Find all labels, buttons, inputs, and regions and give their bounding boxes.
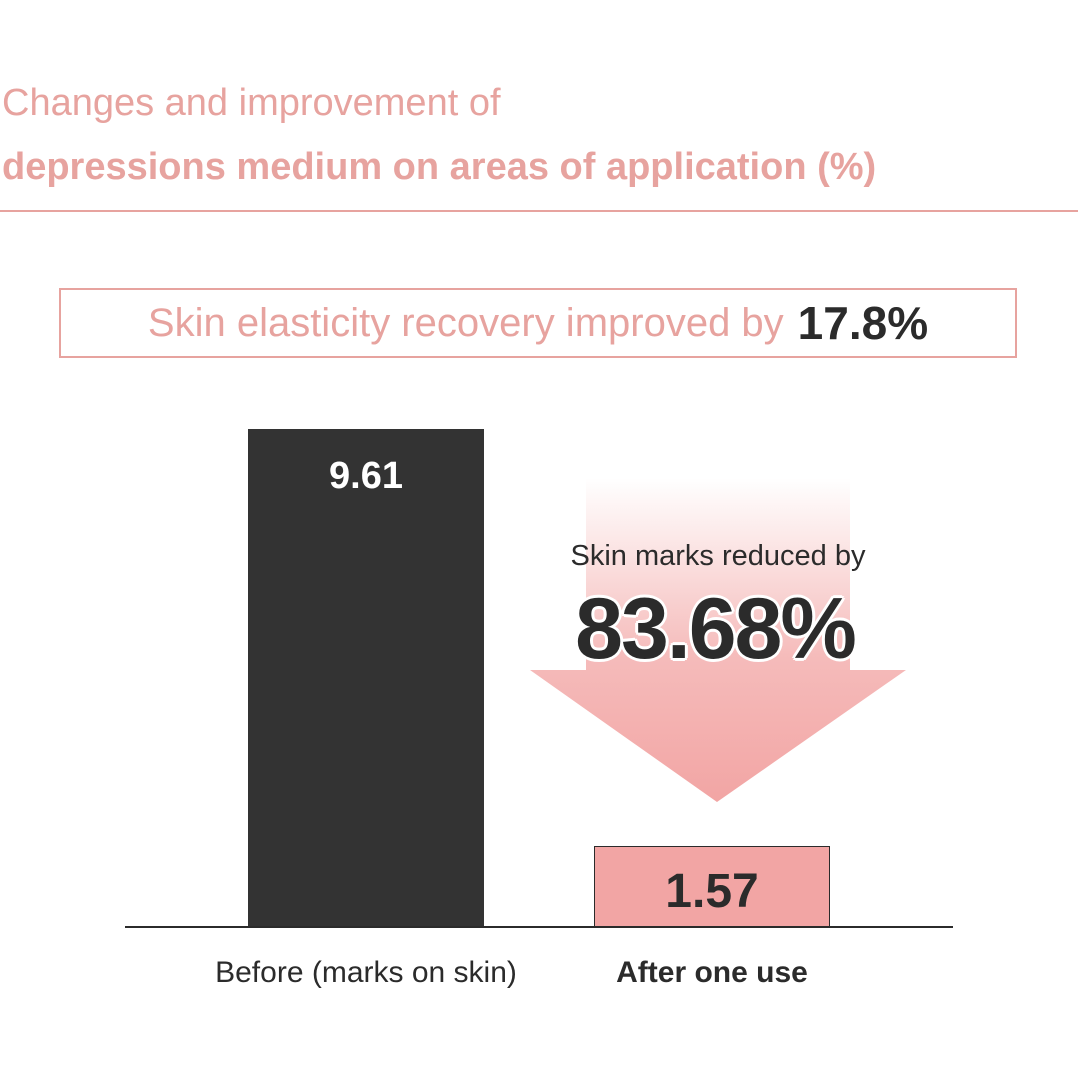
reduction-value: 83.68% <box>575 581 857 677</box>
reduction-label: Skin marks reduced by <box>570 540 866 572</box>
bar-before: 9.61 <box>248 429 484 927</box>
elasticity-callout-text: Skin elasticity recovery improved by <box>147 300 784 345</box>
elasticity-callout-value: 17.8% <box>797 297 929 349</box>
reduction-arrow <box>530 478 906 802</box>
title-divider <box>0 210 1078 212</box>
x-tick-label-1: After one use <box>616 956 808 989</box>
chart-title-line1: Changes and improvement of <box>2 82 501 124</box>
chart-baseline <box>125 926 953 928</box>
bar-after: 1.57 <box>594 846 830 927</box>
chart-title-line2: depressions medium on areas of applicati… <box>2 146 877 188</box>
data-label-1: 1.57 <box>665 865 759 918</box>
elasticity-callout: Skin elasticity recovery improved by 17.… <box>59 288 1017 358</box>
x-tick-label-0: Before (marks on skin) <box>215 956 517 989</box>
data-label-0: 9.61 <box>329 455 403 497</box>
